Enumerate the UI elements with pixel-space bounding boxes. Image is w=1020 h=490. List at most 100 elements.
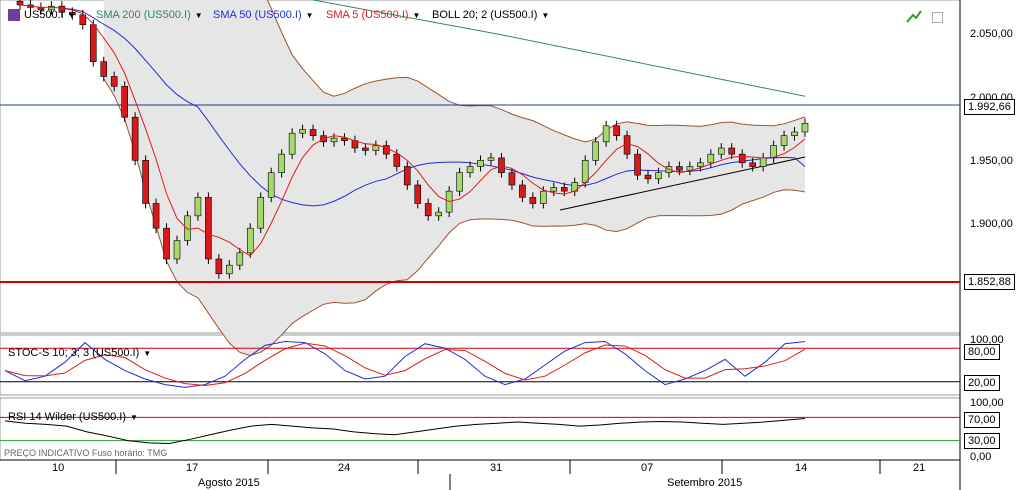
candle-body (173, 240, 181, 260)
restore-icon[interactable] (932, 12, 943, 23)
boll-label: BOLL 20; 2 (US500.I) (432, 9, 538, 21)
rsi-line (4, 418, 806, 445)
candle-body (309, 129, 317, 136)
candle-body (215, 258, 223, 275)
stoch-label-text: STOC-S 10; 3; 3 (US500.I) (8, 347, 140, 359)
candle-body (655, 172, 662, 180)
trend-icon[interactable] (906, 9, 922, 23)
candle-body (780, 135, 788, 146)
candle-body (16, 0, 24, 6)
candle-body (152, 203, 160, 229)
legend-sma200[interactable]: SMA 200 (US500.I) ▼ (96, 7, 203, 23)
stoch-d-line (4, 342, 806, 387)
candle-body (69, 12, 76, 16)
sma50-line (61, 7, 806, 207)
candle-body (550, 187, 558, 192)
candle-body (403, 166, 411, 186)
candle-body (205, 197, 212, 260)
stoch-box-20: 20,00 (964, 375, 1000, 391)
rsi-box-30: 30,00 (964, 433, 1000, 449)
candle-body (226, 264, 233, 275)
candle-body (372, 145, 380, 151)
candle-body (267, 172, 275, 198)
timezone-footer: PREÇO INDICATIVO Fuso horário: TMG (4, 448, 168, 458)
xtick-21: 21 (913, 462, 926, 474)
candle-body (435, 211, 442, 217)
month-september: Setembro 2015 (667, 477, 743, 489)
support-price-box: 1.852,88 (964, 274, 1015, 290)
ytick-1900: 1.900,00 (970, 218, 1013, 230)
candle-body (278, 153, 285, 173)
candle-body (142, 160, 149, 204)
xtick-10: 10 (52, 462, 65, 474)
candle-body (79, 14, 87, 25)
ytick-1950: 1.950,00 (970, 155, 1013, 167)
candle-body (644, 174, 652, 180)
candle-body (424, 203, 432, 217)
candle-body (770, 145, 777, 159)
dropdown-icon: ▼ (194, 10, 203, 20)
candle-body (48, 5, 55, 11)
legend-boll[interactable]: BOLL 20; 2 (US500.I) ▼ (432, 7, 549, 23)
candle-body (89, 24, 97, 62)
candle-body (121, 86, 128, 118)
rsi-pane (0, 397, 961, 461)
candle-body (487, 157, 495, 161)
sma200-label: SMA 200 (US500.I) (96, 9, 191, 21)
xtick-17: 17 (186, 462, 199, 474)
legend-sma50[interactable]: SMA 50 (US500.I) ▼ (213, 7, 314, 23)
dropdown-icon: ▼ (129, 413, 138, 422)
candle-body (100, 61, 108, 77)
stoch-k-line (4, 340, 806, 388)
candle-body (498, 157, 505, 173)
indicator-icon (8, 9, 20, 21)
candle-body (697, 162, 704, 167)
rsi-box-70: 70,00 (964, 412, 1000, 428)
dropdown-icon: ▼ (412, 10, 421, 20)
stoch-pane-label[interactable]: STOC-S 10; 3; 3 (US500.I) ▼ (8, 347, 151, 359)
ytick-2050: 2.050,00 (970, 28, 1013, 40)
candle-body (529, 197, 537, 204)
candle-body (581, 160, 589, 183)
dropdown-icon: ▼ (305, 10, 314, 20)
candle-body (519, 184, 526, 198)
bollinger-band-fill (103, 0, 805, 356)
candle-body (466, 166, 474, 173)
candle-body (749, 162, 756, 167)
candle-body (560, 187, 568, 192)
rsi-label-text: RSI 14 Wilder (US500.I) (8, 411, 126, 423)
legend-sma5[interactable]: SMA 5 (US500.I) ▼ (326, 7, 420, 23)
symbol-label: US500.I (24, 9, 64, 21)
candle-body (257, 197, 265, 229)
stoch-tick-100: 100,00 (970, 334, 1004, 346)
rsi-pane-label[interactable]: RSI 14 Wilder (US500.I) ▼ (8, 411, 138, 423)
candle-body (686, 166, 694, 171)
stoch-box-80: 80,00 (964, 344, 1000, 360)
candle-body (194, 197, 202, 217)
trend-icon-svg (906, 10, 922, 23)
bollinger-lower (103, 78, 806, 357)
current-price-box: 1.992,66 (964, 99, 1015, 115)
sma5-line (19, 4, 806, 257)
sma5-label: SMA 5 (US500.I) (326, 9, 409, 21)
rsi-tick-100: 100,00 (970, 397, 1004, 409)
sma50-label: SMA 50 (US500.I) (213, 9, 302, 21)
candle-body (508, 172, 516, 186)
xtick-31: 31 (490, 462, 503, 474)
candle-body (131, 116, 139, 161)
legend-symbol[interactable]: US500.I ▼ (8, 7, 76, 23)
candle-body (592, 141, 599, 161)
candle-body (414, 184, 422, 204)
bollinger-upper (266, 0, 806, 143)
candle-body (717, 147, 725, 155)
dropdown-icon: ▼ (541, 10, 550, 20)
sma200-line (310, 0, 806, 97)
candle-body (362, 147, 369, 151)
candle-body (477, 160, 484, 167)
candle-body (341, 137, 348, 141)
candle-body (330, 137, 338, 143)
candle-body (184, 215, 191, 241)
candle-body (540, 190, 547, 204)
stoch-pane (0, 334, 961, 396)
